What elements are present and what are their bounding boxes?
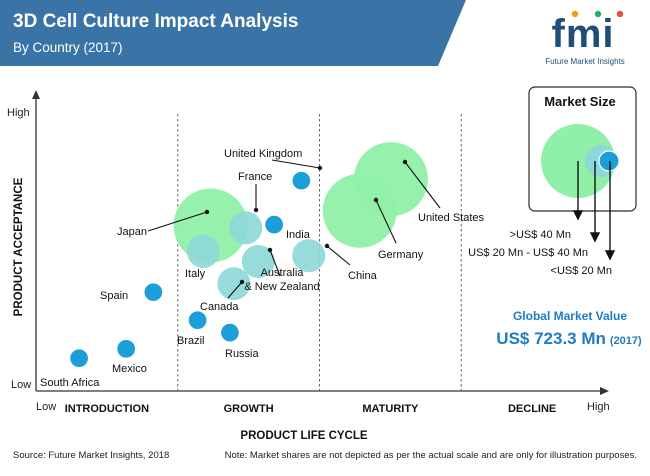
- bubble-spain: [143, 282, 164, 303]
- bubble-india: [263, 214, 285, 235]
- leader-united-kingdom: [271, 159, 321, 169]
- leader-dot-australia-new-zealand: [267, 247, 273, 253]
- leader-dot-japan: [204, 209, 210, 215]
- label-japan: Japan: [117, 226, 147, 238]
- bubble-russia: [219, 322, 241, 343]
- chart-title: 3D Cell Culture Impact Analysis: [13, 11, 298, 32]
- label-mexico: Mexico: [112, 363, 147, 375]
- label-russia: Russia: [225, 348, 260, 360]
- label-brazil: Brazil: [177, 335, 205, 347]
- market-size-legend: Market Size >US$ 40 Mn US$ 20 Mn - US$ 4…: [468, 86, 637, 277]
- label-china: China: [348, 270, 378, 282]
- bubble-mexico: [116, 338, 137, 359]
- label-united-states: United States: [418, 212, 485, 224]
- bubble-south-africa: [68, 348, 90, 369]
- global-value-year: (2017): [610, 335, 642, 347]
- bubble-china: [292, 239, 326, 273]
- leader-united-states: [404, 161, 441, 209]
- x-low-label: Low: [36, 401, 56, 413]
- bubble-australia-new-zealand: [241, 244, 275, 278]
- legend-item-large: >US$ 40 Mn: [510, 229, 571, 241]
- y-high-label: High: [7, 107, 30, 119]
- leader-dot-france: [253, 207, 259, 213]
- global-value-number: US$ 723.3 Mn: [496, 329, 606, 348]
- leader-dot-united-kingdom: [317, 165, 323, 171]
- bubble-united-kingdom: [291, 170, 312, 191]
- y-axis-title: PRODUCT ACCEPTANCE: [13, 177, 25, 316]
- point-labels: South Africa Mexico Spain Brazil Russia India…: [40, 148, 485, 389]
- leader-canada: [227, 281, 243, 299]
- legend-arrowhead-large: [572, 210, 584, 221]
- stage-dividers: INTRODUCTION GROWTH MATURITY DECLINE: [65, 114, 556, 415]
- logo-dot-orange: [571, 10, 579, 18]
- label-united-kingdom: United Kingdom: [224, 148, 302, 160]
- disclaimer-note: Note: Market shares are not depicted as …: [225, 450, 637, 461]
- x-axis-arrow: [600, 387, 609, 395]
- global-value-amount: US$ 723.3 Mn (2017): [496, 329, 642, 348]
- stage-label-introduction: INTRODUCTION: [65, 403, 149, 415]
- legend-item-small: <US$ 20 Mn: [551, 265, 612, 277]
- leader-dot-germany: [373, 197, 379, 203]
- leader-lines: [147, 159, 441, 299]
- header-band: [0, 0, 466, 66]
- leader-germany: [375, 199, 397, 244]
- chart-subtitle: By Country (2017): [13, 40, 123, 55]
- stage-label-decline: DECLINE: [508, 403, 556, 415]
- x-high-label: High: [587, 401, 610, 413]
- y-low-label: Low: [11, 379, 31, 391]
- label-spain: Spain: [100, 290, 128, 302]
- logo-dot-red: [616, 10, 624, 18]
- logo-tagline: Future Market Insights: [545, 57, 625, 66]
- label-italy: Italy: [185, 268, 206, 280]
- logo-dot-green: [594, 10, 602, 18]
- label-australia-new-zealand: Australia & New Zealand: [244, 267, 319, 293]
- legend-arrowhead-medium: [589, 232, 601, 243]
- label-france: France: [238, 171, 272, 183]
- leader-dot-canada: [239, 279, 245, 285]
- legend-arrowhead-small: [604, 250, 616, 261]
- bubble-brazil: [187, 310, 208, 331]
- data-points: [68, 142, 428, 369]
- leader-japan: [147, 211, 208, 232]
- leader-dot-united-states: [402, 159, 408, 165]
- legend-small-circle: [598, 150, 620, 172]
- bubble-united-states: [353, 142, 428, 217]
- logo-letters: fmi: [552, 12, 615, 56]
- label-south-africa: South Africa: [40, 377, 100, 389]
- stage-label-maturity: MATURITY: [362, 403, 419, 415]
- leader-china: [326, 245, 351, 266]
- label-india: India: [286, 229, 311, 241]
- x-axis-title: PRODUCT LIFE CYCLE: [240, 430, 367, 442]
- leader-dot-china: [324, 243, 330, 249]
- fmi-logo: fmi Future Market Insights: [545, 10, 625, 66]
- bubble-france: [229, 211, 263, 245]
- legend-title: Market Size: [544, 94, 616, 109]
- legend-item-medium: US$ 20 Mn - US$ 40 Mn: [468, 247, 588, 259]
- global-value-label: Global Market Value: [513, 309, 627, 323]
- bubble-canada: [217, 267, 251, 301]
- source-note: Source: Future Market Insights, 2018: [13, 450, 169, 461]
- y-axis-arrow: [32, 90, 40, 99]
- bubble-italy: [186, 234, 220, 268]
- leader-australia-new-zealand: [269, 249, 281, 277]
- stage-label-growth: GROWTH: [224, 403, 274, 415]
- label-germany: Germany: [378, 249, 424, 261]
- label-canada: Canada: [200, 301, 239, 313]
